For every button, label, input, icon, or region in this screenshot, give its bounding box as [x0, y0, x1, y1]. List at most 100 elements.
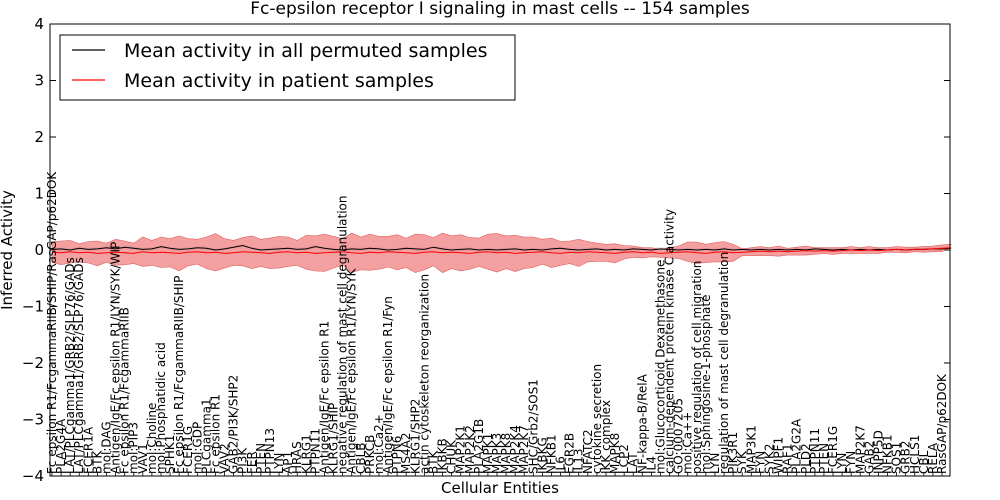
- x-tick-label: mol:Sphingosine-1-phosphate: [699, 295, 713, 475]
- x-tick-label: NF-kappa-B/RelA: [635, 373, 649, 474]
- x-tick-label: Fc epsilon R1: [209, 394, 223, 474]
- x-tick-label: GAB2/PI3K/SHP2: [227, 375, 241, 474]
- x-tick-label: calcium-dependent protein kinase C activ…: [663, 209, 677, 474]
- x-tick-label: RELA: [926, 442, 940, 474]
- x-tick-label: LAT: [626, 452, 640, 474]
- x-tick-label: IKBKB: [436, 438, 450, 474]
- x-tick-label: GRB2: [899, 440, 913, 474]
- x-tick-label: KLRG1/SHP2: [408, 399, 422, 474]
- x-tick-label: MAP3K1: [744, 425, 758, 474]
- series-line-1: [51, 247, 952, 254]
- x-tick-label: SPHK1: [163, 435, 177, 474]
- x-tick-label: MAPK1: [481, 433, 495, 474]
- x-tick-label: HCLS1: [908, 435, 922, 474]
- x-tick-label: SOS1: [890, 442, 904, 474]
- x-tick-label: BTK: [90, 449, 104, 474]
- x-tick-label: PTPN11: [808, 428, 822, 474]
- x-tick-label: KLRG1/SHIP: [327, 403, 341, 474]
- x-tick-label: VAV1: [136, 443, 150, 474]
- x-tick-label: Antigen/IgE/Fc epsilon R1/LYN/SYK/WIP: [109, 242, 123, 474]
- x-tick-label: MAP2K1: [454, 425, 468, 474]
- x-tick-label: AP1: [281, 451, 295, 474]
- x-tick-label: LYN: [708, 453, 722, 474]
- x-tick-label: Fc epsilon R1/FcgammaRIIB: [118, 307, 132, 474]
- x-tick-label: IL13: [572, 449, 586, 475]
- y-axis-label: Inferred Activity: [0, 190, 16, 310]
- x-tick-label: GAB2: [862, 441, 876, 474]
- x-tick-label: positive regulation of cell migration: [690, 261, 704, 474]
- y-tick-label: −2: [22, 354, 44, 372]
- x-tick-label: PLD2: [799, 443, 813, 474]
- x-tick-label: PLA2G1B: [472, 419, 486, 474]
- x-tick-label: PTEN: [254, 443, 268, 474]
- x-tick-label: INPP5D: [871, 430, 885, 474]
- x-tick-label: Fc epsilon R1/FcgammaRIIB/SHIP: [172, 276, 186, 474]
- x-tick-label: mol:Ca++: [681, 412, 695, 474]
- x-tick-label: FCER1G: [826, 426, 840, 474]
- x-tick-label: negative regulation of mast cell degranu…: [336, 195, 350, 474]
- legend-label-patient: Mean activity in patient samples: [124, 70, 434, 92]
- x-tick-label: RAF1: [781, 443, 795, 474]
- x-tick-label: IL4: [644, 456, 658, 474]
- x-tick-label: actin cytoskeleton reorganization: [417, 274, 431, 474]
- x-tick-label: KLRG1: [299, 434, 313, 474]
- x-tick-label: PTEN: [817, 443, 831, 474]
- x-tick-label: mol:Phosphatidic acid: [154, 342, 168, 474]
- y-tick-label: 3: [34, 72, 44, 90]
- x-tick-label: mol:PIP3: [127, 422, 141, 474]
- x-tick-label: NFKB1: [545, 434, 559, 474]
- x-tick-label: HRAS: [290, 441, 304, 474]
- y-tick-label: 4: [34, 15, 44, 33]
- x-tick-label: Antigen/IgE/Fc epsilon R1/Fyn: [381, 296, 395, 474]
- x-tick-label: SYK: [735, 450, 749, 474]
- x-tick-label: PI3K: [236, 447, 250, 474]
- x-tick-label: Antigen/IgE/Fc epsilon R1: [317, 321, 331, 474]
- x-tick-label: MAP2K4: [508, 425, 522, 474]
- x-tick-label: MAP2K7: [517, 425, 531, 474]
- x-tick-label: VAV2: [218, 443, 232, 474]
- x-tick-label: CBL: [917, 450, 931, 474]
- x-tick-label: PLA2G4A: [54, 418, 68, 474]
- x-tick-label: RasGAP/p62DOK: [935, 373, 949, 474]
- legend-label-permuted: Mean activity in all permuted samples: [124, 40, 487, 62]
- x-tick-label: LYN: [835, 453, 849, 474]
- series-line-0: [51, 244, 952, 251]
- x-tick-label: IL6: [554, 456, 568, 474]
- x-tick-label: mol:GDP: [190, 422, 204, 474]
- x-tick-label: PLCgamma1: [199, 398, 213, 474]
- x-tick-label: CBLB: [354, 442, 368, 474]
- x-tick-label: mol:Glucocorticoid Dexamethasone: [654, 260, 668, 474]
- x-tick-label: PTPN6: [390, 436, 404, 474]
- x-tick-label: PRKCB: [363, 435, 377, 474]
- x-tick-label: PLA2G2A: [790, 418, 804, 474]
- x-tick-label: FYN: [844, 451, 858, 474]
- x-tick-label: PTPN11: [308, 428, 322, 474]
- y-tick-label: −4: [22, 467, 44, 485]
- y-tick-label: 0: [34, 241, 44, 259]
- x-tick-label: LCP2: [617, 444, 631, 474]
- y-tick-label: −3: [22, 411, 44, 429]
- x-tick-label: cytokine secretion: [590, 364, 604, 474]
- x-tick-label: LAT/PLCgamma1/GRB2/SLP76/GADs: [72, 257, 86, 474]
- x-tick-label: mol:Choline: [145, 403, 159, 474]
- x-tick-label: CHUK: [445, 439, 459, 474]
- y-tick-label: 1: [34, 185, 44, 203]
- x-tick-label: SYK2: [762, 444, 776, 474]
- y-tick-label: −1: [22, 298, 44, 316]
- legend: Mean activity in all permuted samples Me…: [59, 34, 516, 101]
- x-tick-label: LYN: [272, 453, 286, 474]
- x-tick-label: FCER1A: [81, 426, 95, 474]
- x-tick-label: SHC/Grb2/SOS1: [526, 379, 540, 474]
- y-tick-label: 2: [34, 128, 44, 146]
- x-tick-label: IKK complex: [599, 400, 613, 474]
- x-axis-label: Cellular Entities: [441, 479, 559, 497]
- x-tick-label: regulation of mast cell degranulation: [717, 252, 731, 474]
- x-tick-label: mol:Ca2+: [372, 414, 386, 474]
- x-tick-label: PIK3R1: [726, 432, 740, 474]
- x-tick-label: Fc epsilon R1/FcgammaRIIB/SHIP/RasGAP/p6…: [45, 171, 59, 474]
- x-tick-label: NFATC2: [581, 429, 595, 474]
- x-tick-label: LAT/PLCgamma1/GRB2/SLP76/GADs: [63, 257, 77, 474]
- x-tick-label: IKBKG: [535, 437, 549, 474]
- chart-title: Fc-epsilon receptor I signaling in mast …: [250, 0, 750, 19]
